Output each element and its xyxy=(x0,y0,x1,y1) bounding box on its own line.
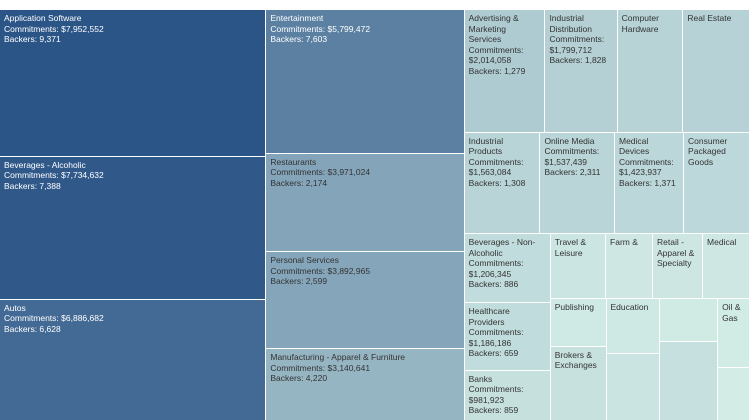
treemap-cell: Entertainment Commitments: $5,799,472 Back… xyxy=(266,10,465,154)
commitments-label: Commitments: $1,186,186 xyxy=(468,327,524,348)
cell-label: Banks xyxy=(468,373,493,384)
treemap-cell: Industrial Distribution Commitments: $1,7… xyxy=(545,10,618,133)
commitments-label: Commitments: $3,971,024 xyxy=(270,167,371,178)
treemap: Application Software Commitments: $7,952,… xyxy=(0,10,750,420)
cell-label: Oil & Gas xyxy=(722,302,741,323)
cell-label: Beverages - Alcoholic xyxy=(4,159,86,170)
cell-label: Restaurants xyxy=(270,156,317,167)
treemap-cell: Computer Hardware xyxy=(617,10,684,133)
treemap-cell: Medical Devices Commitments: $1,423,937 Ba… xyxy=(615,132,685,235)
treemap-cell: Consumer Packaged Goods xyxy=(684,132,750,235)
treemap-cell: Application Software Commitments: $7,952,… xyxy=(0,10,267,157)
backers-label: Backers: 6,628 xyxy=(4,323,61,334)
backers-label: Backers: 1,308 xyxy=(468,177,526,188)
cell-label: Brokers & Exchanges xyxy=(554,349,597,371)
treemap-cell: Education xyxy=(606,299,661,354)
treemap-cell: Autos Commitments: $6,886,682 Backers: 6,6… xyxy=(0,299,267,420)
cell-label: Medical xyxy=(707,237,737,248)
backers-label: Backers: 9,371 xyxy=(4,34,61,44)
cell-label: Entertainment xyxy=(270,13,324,23)
commitments-label: Commitments: $1,799,712 xyxy=(549,34,605,55)
backers-label: Backers: 2,174 xyxy=(270,177,328,188)
treemap-cell: Oil & Gas xyxy=(718,299,750,369)
commitments-label: Commitments: $1,537,439 xyxy=(544,146,600,167)
commitments-label: Commitments: $981,923 xyxy=(468,384,524,405)
commitments-label: Commitments: $1,423,937 xyxy=(619,156,674,178)
cell-label: Retail - Apparel & Specialty xyxy=(657,237,695,269)
backers-label: Backers: 859 xyxy=(468,405,519,416)
cell-label: Autos xyxy=(4,302,26,313)
commitments-label: Commitments: $2,014,058 xyxy=(468,44,524,66)
backers-label: Backers: 7,603 xyxy=(270,34,328,44)
backers-label: Backers: 1,828 xyxy=(549,55,607,65)
treemap-cell: Publishing xyxy=(550,299,607,347)
commitments-label: Commitments: $7,734,632 xyxy=(4,170,104,181)
commitments-label: Commitments: $6,886,682 xyxy=(4,313,104,324)
treemap-cell: Manufacturing - Apparel & Furniture Commi… xyxy=(266,349,465,420)
cell-label: Publishing xyxy=(554,302,594,313)
cell-label: Personal Services xyxy=(270,255,339,266)
cell-label: Consumer Packaged Goods xyxy=(688,135,728,167)
cell-label: Healthcare Providers xyxy=(468,306,510,327)
treemap-cell: Restaurants Commitments: $3,971,024 Backer… xyxy=(266,153,465,253)
commitments-label: Commitments: $3,140,641 xyxy=(270,362,371,373)
backers-label: Backers: 1,371 xyxy=(619,177,676,188)
backers-label: Backers: 886 xyxy=(468,279,519,290)
cell-label: Online Media xyxy=(544,135,595,146)
treemap-cell: Personal Services Commitments: $3,892,965… xyxy=(266,252,465,350)
treemap-cell: Retail - Apparel & Specialty xyxy=(653,234,704,300)
commitments-label: Commitments: $7,952,552 xyxy=(4,23,104,34)
treemap-cell: Brokers & Exchanges xyxy=(550,346,607,420)
backers-label: Backers: 1,279 xyxy=(468,65,526,76)
cell-label: Real Estate xyxy=(687,13,732,23)
cell-label: Manufacturing - Apparel & Furniture xyxy=(270,352,406,363)
cell-label: Beverages - Non-Alcoholic xyxy=(468,237,536,258)
cell-label: Medical Devices xyxy=(619,135,650,157)
backers-label: Backers: 659 xyxy=(468,348,519,359)
treemap-cell xyxy=(718,368,750,420)
cell-label: Education xyxy=(610,302,649,313)
cell-label: Computer Hardware xyxy=(621,13,659,34)
treemap-cell: Beverages - Alcoholic Commitments: $7,734… xyxy=(0,156,267,300)
treemap-cell: Healthcare Providers Commitments: $1,186,… xyxy=(464,303,551,371)
commitments-label: Commitments: $5,799,472 xyxy=(270,23,371,34)
treemap-cell xyxy=(660,341,719,420)
treemap-cell: Banks Commitments: $981,923 Backers: 859 xyxy=(464,370,551,420)
treemap-cell: Beverages - Non-Alcoholic Commitments: $1… xyxy=(464,234,551,304)
treemap-cell xyxy=(606,353,661,420)
treemap-cell: Industrial Products Commitments: $1,563,0… xyxy=(464,132,541,235)
treemap-cell: Advertising & Marketing Services Commitme… xyxy=(464,10,546,133)
backers-label: Backers: 7,388 xyxy=(4,180,61,191)
treemap-cell xyxy=(660,299,719,342)
backers-label: Backers: 2,311 xyxy=(544,167,601,178)
backers-label: Backers: 4,220 xyxy=(270,373,328,384)
treemap-cell: Medical xyxy=(703,234,750,300)
cell-label: Industrial Products xyxy=(468,135,504,157)
cell-label: Application Software xyxy=(4,13,82,23)
cell-label: Industrial Distribution xyxy=(549,13,592,34)
cell-label: Travel & Leisure xyxy=(554,237,587,258)
backers-label: Backers: 2,599 xyxy=(270,276,328,287)
cell-label: Farm & xyxy=(610,237,638,248)
treemap-cell: Travel & Leisure xyxy=(550,234,607,300)
commitments-label: Commitments: $3,892,965 xyxy=(270,265,371,276)
treemap-cell: Online Media Commitments: $1,537,439 Backe… xyxy=(540,132,615,235)
cell-label: Advertising & Marketing Services xyxy=(468,13,519,44)
commitments-label: Commitments: $1,206,345 xyxy=(468,258,524,279)
treemap-cell: Real Estate xyxy=(683,10,750,133)
treemap-cell: Farm & xyxy=(606,234,654,300)
commitments-label: Commitments: $1,563,084 xyxy=(468,156,524,178)
